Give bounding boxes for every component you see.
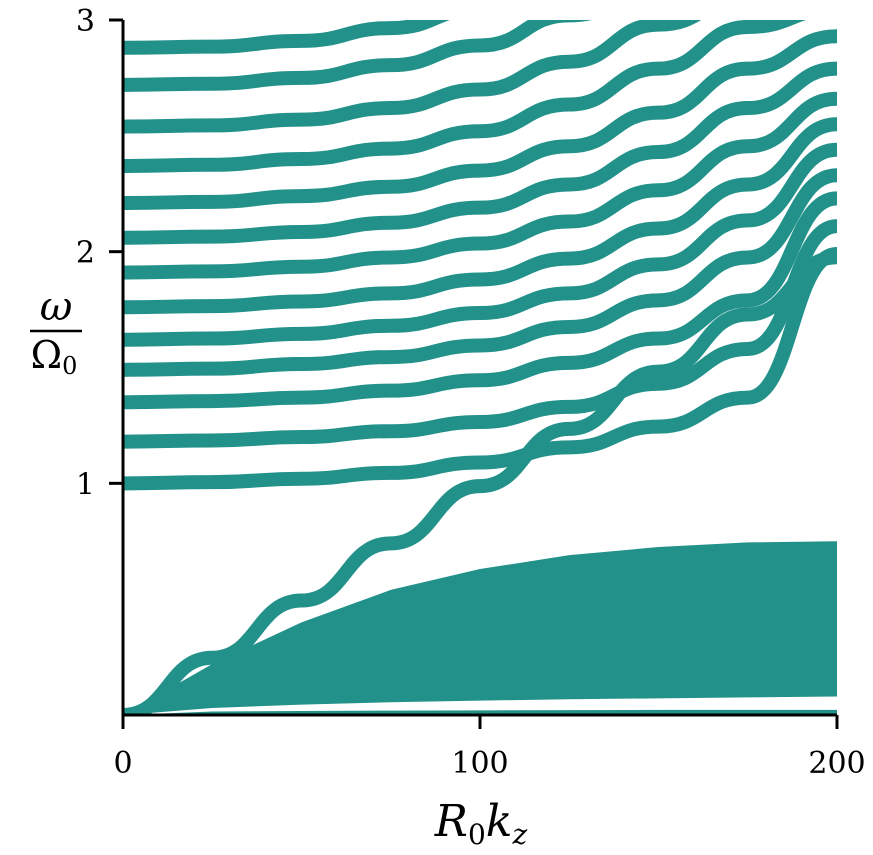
series-line-1 [123,219,837,449]
series-line-13 [123,250,837,715]
series-line-0 [123,246,837,491]
series-line-6 [123,91,837,280]
series-line-10 [123,20,702,134]
y-tick-label-0: 1 [76,467,95,502]
ticks: 0 100 200 1 2 3 [76,4,866,781]
series-line-2 [123,191,837,410]
data-layer [123,20,837,715]
series-line-5 [123,117,837,315]
x-tick-label-2: 200 [808,746,865,781]
x-axis-label: R0kz [434,796,528,851]
series-line-4 [123,142,837,347]
y-tick-label-2: 3 [76,4,95,39]
series-line-8 [123,29,837,211]
series-line-12 [123,20,450,55]
x-tick-label-1: 100 [451,746,508,781]
svg-text:R0kz: R0kz [434,796,528,851]
y-tick-label-1: 2 [76,236,95,271]
series-line-3 [123,168,837,377]
y-label-numerator: ω [40,284,73,330]
band-0 [123,541,837,715]
x-tick-label-0: 0 [113,746,132,781]
series-line-11 [123,20,592,92]
y-axis-label: ω Ω0 [30,284,82,380]
series-line-7 [123,61,837,245]
y-label-denominator: Ω0 [31,333,78,380]
series-line-9 [123,20,806,173]
